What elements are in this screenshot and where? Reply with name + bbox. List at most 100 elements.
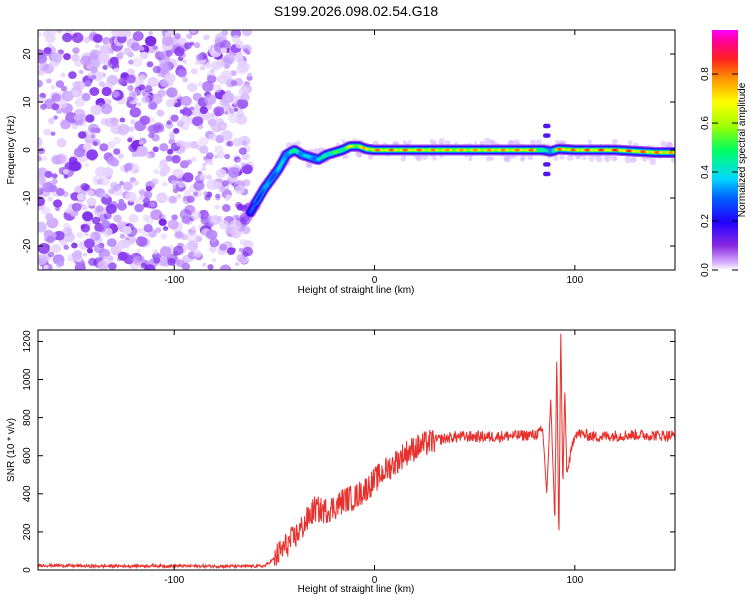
ridge-core (281, 160, 285, 163)
noise-blob (62, 32, 73, 43)
noise-blob (186, 33, 193, 39)
noise-blob (60, 119, 71, 130)
noise-blob (106, 238, 117, 248)
ridge-halo (485, 156, 492, 162)
noise-blob (130, 119, 136, 125)
noise-blob (183, 141, 192, 149)
noise-blob (145, 35, 157, 47)
noise-blob (56, 30, 63, 34)
noise-blob (202, 262, 207, 267)
noise-blob (206, 74, 217, 84)
noise-blob (208, 133, 217, 141)
noise-blob (84, 238, 95, 249)
noise-blob (38, 196, 45, 207)
noise-blob (247, 72, 253, 78)
noise-blob (53, 115, 58, 120)
noise-blob (238, 99, 249, 109)
noise-blob (128, 126, 135, 132)
ridge-halo (356, 152, 362, 158)
noise-blob (63, 174, 69, 179)
noise-blob (182, 172, 194, 183)
noise-blob (132, 31, 144, 42)
noise-blob (102, 167, 114, 178)
noise-blob (157, 254, 162, 259)
noise-blob (176, 120, 185, 127)
noise-blob (190, 210, 202, 221)
noise-blob (47, 117, 55, 125)
noise-blob (223, 53, 235, 65)
noise-blob (203, 34, 210, 41)
noise-blob (122, 181, 133, 191)
noise-blob (220, 123, 227, 129)
noise-blob (91, 216, 101, 225)
noise-blob (145, 185, 153, 192)
noise-blob (241, 164, 253, 175)
noise-blob (95, 44, 100, 49)
x-tick-label: 0 (372, 575, 378, 586)
noise-blob (207, 264, 214, 270)
ridge-halo (536, 139, 542, 146)
ridge-halo (553, 155, 559, 161)
noise-blob (222, 180, 229, 187)
x-tick-label: 100 (566, 575, 583, 586)
colorbar-tick-label: 0.0 (700, 263, 711, 277)
ridge-halo (341, 139, 345, 143)
noise-blob (211, 258, 217, 263)
noise-blob (151, 178, 159, 185)
noise-blob (181, 215, 191, 224)
noise-blob (204, 194, 211, 201)
noise-blob (143, 202, 149, 208)
noise-blob (86, 197, 97, 207)
noise-blob (177, 69, 187, 78)
noise-blob (159, 143, 169, 152)
noise-blob (73, 114, 82, 121)
noise-blob (100, 192, 106, 197)
noise-blob (123, 163, 133, 171)
noise-blob (210, 71, 215, 76)
ridge-core (251, 207, 255, 210)
ridge-halo (624, 156, 632, 164)
noise-blob (229, 219, 242, 231)
noise-blob (103, 212, 112, 220)
noise-blob (98, 81, 105, 87)
noise-blob (38, 254, 48, 265)
noise-blob (173, 245, 184, 256)
noise-blob (51, 93, 62, 102)
noise-blob (212, 84, 222, 93)
y-tick-label: 1000 (22, 368, 33, 391)
colorbar: 0.0 0.2 0.4 0.6 0.8 Normalized spectral ampl… (700, 30, 748, 277)
noise-blob (189, 141, 199, 149)
noise-blob (38, 138, 43, 146)
noise-blob (72, 89, 80, 97)
noise-blob (38, 147, 46, 154)
noise-blob (165, 155, 173, 162)
colorbar-label: Normalized spectral amplitude (737, 82, 748, 217)
noise-blob (43, 98, 56, 110)
noise-blob (206, 229, 218, 240)
noise-blob (184, 42, 192, 50)
noise-blob (222, 204, 231, 212)
ridge-halo (633, 158, 637, 162)
noise-blob (240, 162, 246, 167)
noise-blob (38, 53, 48, 64)
ridge-halo (611, 138, 618, 145)
noise-blob (223, 62, 231, 70)
noise-blob (113, 148, 121, 155)
ridge-halo (490, 140, 496, 145)
x-tick-label: 0 (372, 275, 378, 286)
noise-blob (80, 183, 89, 191)
noise-blob (139, 115, 151, 126)
noise-blob (106, 156, 118, 166)
spectrogram-y-ticks: -20 -10 0 10 20 (22, 48, 675, 253)
noise-blob (174, 46, 185, 57)
y-tick-label: 0 (22, 567, 33, 573)
y-tick-label: 400 (22, 485, 33, 502)
noise-blob (174, 231, 183, 239)
noise-blob (162, 35, 174, 47)
noise-blob (196, 53, 204, 61)
ridge-core (254, 200, 258, 204)
noise-blob (71, 32, 84, 43)
ridge-halo (527, 154, 534, 161)
noise-blob (91, 75, 97, 80)
ridge-smear (546, 133, 551, 138)
